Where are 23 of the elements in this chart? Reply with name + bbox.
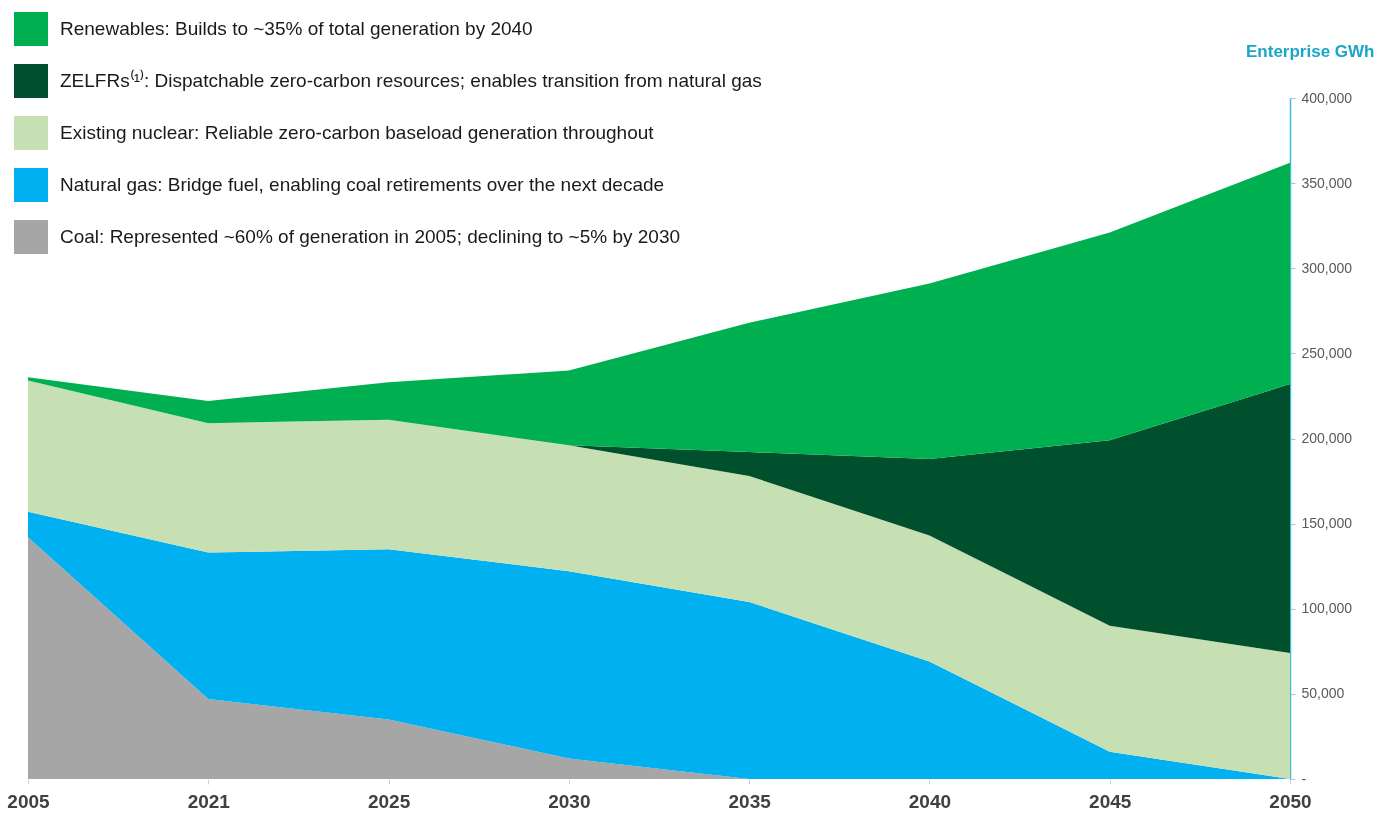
- x-tick-label: 2045: [1089, 790, 1132, 812]
- y-tick-label: 200,000: [1301, 430, 1353, 446]
- y-tick-label: 400,000: [1301, 89, 1353, 106]
- x-tick-label: 2025: [367, 790, 411, 812]
- legend-label: Coal: Represented ~60% of generation in 2005; declining to ~5% by 2030: [60, 226, 681, 247]
- y-axis-title: Enterprise GWh: [1246, 41, 1375, 61]
- y-tick-label: 150,000: [1301, 515, 1353, 532]
- y-tick-label: 350,000: [1301, 174, 1353, 191]
- x-tick-label: 2005: [7, 790, 51, 812]
- y-tick-label: 100,000: [1301, 600, 1353, 617]
- y-tick-label: 250,000: [1301, 344, 1353, 361]
- x-tick-label: 2040: [908, 790, 952, 812]
- legend-label: Natural gas: Bridge fuel, enabling coal retirements over the next decade: [60, 174, 665, 195]
- legend-label: Renewables: Builds to ~35% of total generation by 2040: [60, 18, 533, 39]
- legend-label: Existing nuclear: Reliable zero-carbon baseload generation throughout: [60, 122, 655, 143]
- x-tick-label: 2030: [548, 790, 591, 812]
- x-tick-label: 2050: [1269, 790, 1312, 812]
- y-tick-label: -: [1301, 770, 1307, 787]
- x-tick-label: 2035: [728, 790, 772, 812]
- x-tick-label: 2021: [187, 790, 231, 812]
- y-tick-label: 50,000: [1301, 685, 1345, 702]
- legend-label: ZELFRs⁽¹⁾: Dispatchable zero-carbon resources; enables transition from natural gas: [60, 69, 762, 91]
- y-tick-label: 300,000: [1301, 259, 1353, 276]
